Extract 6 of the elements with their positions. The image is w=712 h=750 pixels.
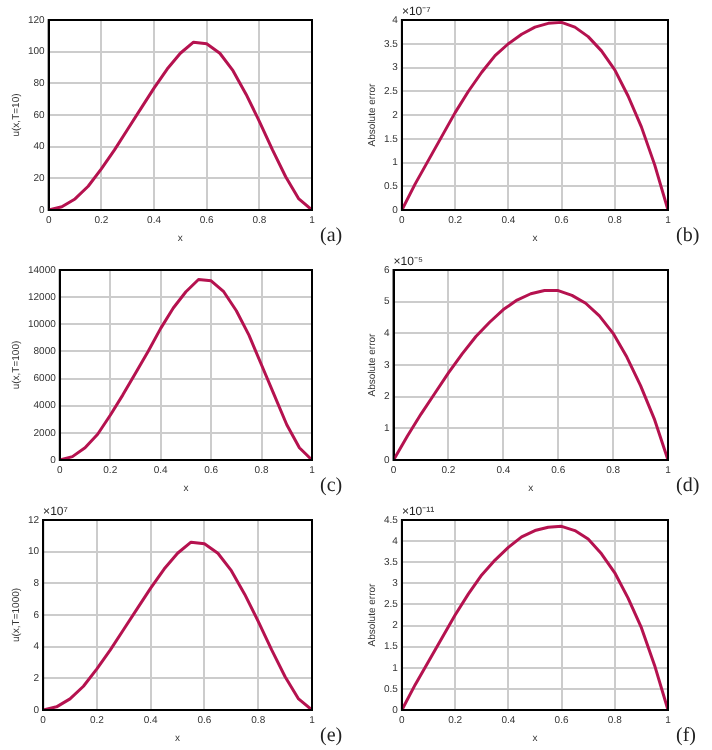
- text: (b): [676, 225, 700, 248]
- text: (a): [320, 225, 343, 248]
- text: (e): [320, 725, 343, 748]
- text: (d): [676, 475, 700, 498]
- text: (c): [320, 475, 343, 498]
- text: (f): [676, 725, 696, 748]
